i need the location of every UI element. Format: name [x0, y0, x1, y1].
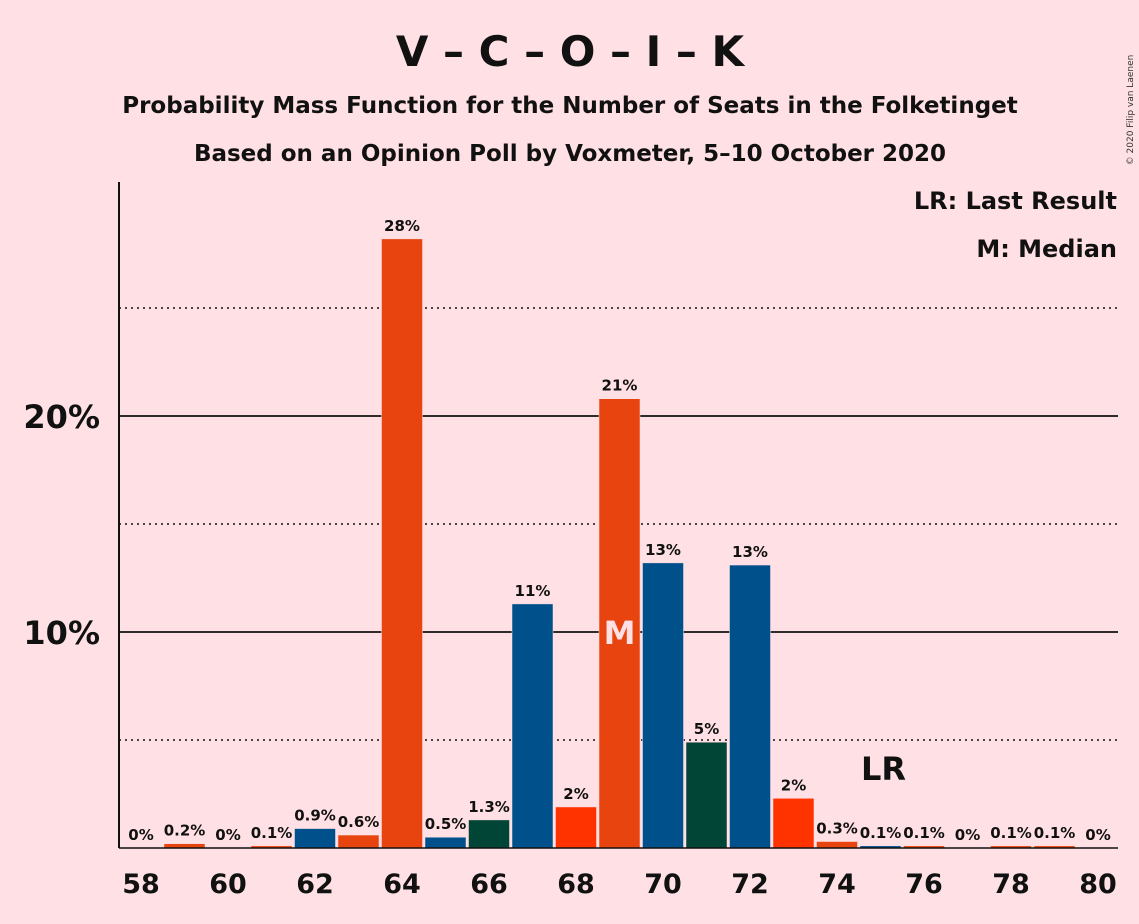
legend-median: M: Median [976, 235, 1117, 263]
bar-label-seat-63: 0.6% [338, 813, 380, 831]
x-tick-label: 70 [644, 869, 682, 900]
bar-label-seat-66: 1.3% [468, 798, 510, 816]
x-tick-label: 62 [296, 869, 334, 900]
bar-label-seat-58: 0% [128, 826, 153, 844]
x-tick-label: 72 [731, 869, 769, 900]
bar-seat-67 [511, 603, 554, 849]
y-tick-label: 10% [23, 614, 100, 652]
bar-seat-65 [424, 836, 467, 849]
y-tick-label: 20% [23, 398, 100, 436]
last-result-marker: LR [861, 750, 906, 788]
bar-label-seat-72: 13% [732, 543, 768, 561]
bar-seat-66 [468, 819, 510, 849]
bar-seat-74 [816, 841, 858, 849]
bar-label-seat-77: 0% [955, 826, 980, 844]
bar-label-seat-59: 0.2% [164, 822, 206, 840]
x-tick-label: 64 [383, 869, 421, 900]
bar-label-seat-75: 0.1% [860, 824, 902, 842]
bar-label-seat-67: 11% [515, 582, 551, 600]
bars [163, 238, 1076, 849]
bar-seat-63 [337, 834, 380, 849]
bar-seat-68 [555, 806, 597, 849]
x-axis-ticks: 58 60 62 64 66 68 70 72 74 76 78 80 [122, 869, 1117, 900]
median-marker: M [604, 614, 636, 652]
chart-title: V – C – O – I – K [396, 27, 746, 76]
data-labels: 0% 0.2% 0% 0.1%0.9% 0.6%28%0.5%1.3%11%2%21%1… [128, 217, 1110, 844]
bar-label-seat-78: 0.1% [990, 824, 1032, 842]
x-tick-label: 74 [818, 869, 856, 900]
bar-label-seat-61: 0.1% [251, 824, 293, 842]
bar-seat-71 [685, 741, 728, 849]
bar-seat-70 [642, 562, 684, 849]
bar-seat-73 [772, 798, 815, 849]
x-tick-label: 78 [992, 869, 1030, 900]
bar-label-seat-73: 2% [781, 776, 806, 794]
x-tick-label: 66 [470, 869, 508, 900]
legend-last-result: LR: Last Result [914, 187, 1117, 215]
bar-label-seat-62: 0.9% [294, 807, 336, 825]
bar-label-seat-68: 2% [563, 785, 588, 803]
bar-seat-72 [729, 564, 771, 849]
bar-label-seat-76: 0.1% [903, 824, 945, 842]
x-tick-label: 68 [557, 869, 595, 900]
bar-label-seat-69: 21% [602, 377, 638, 395]
bar-label-seat-71: 5% [694, 720, 719, 738]
bar-label-seat-79: 0.1% [1034, 824, 1076, 842]
bar-label-seat-74: 0.3% [816, 820, 858, 838]
x-tick-label: 58 [122, 869, 160, 900]
bar-label-seat-65: 0.5% [425, 815, 467, 833]
bar-seat-64 [381, 238, 423, 849]
bar-label-seat-70: 13% [645, 541, 681, 559]
chart-subtitle: Probability Mass Function for the Number… [122, 93, 1018, 119]
bar-seat-69 [598, 398, 641, 849]
x-tick-label: 76 [905, 869, 943, 900]
bar-label-seat-80: 0% [1085, 826, 1110, 844]
bar-label-seat-64: 28% [384, 217, 420, 235]
copyright-note: © 2020 Filip van Laenen [1126, 55, 1136, 166]
x-tick-label: 80 [1079, 869, 1117, 900]
bar-seat-62 [294, 828, 336, 849]
chart-subtitle-poll: Based on an Opinion Poll by Voxmeter, 5–… [194, 141, 946, 167]
y-axis-ticks: 10% 20% [23, 398, 100, 652]
x-tick-label: 60 [209, 869, 247, 900]
bar-label-seat-60: 0% [215, 826, 240, 844]
